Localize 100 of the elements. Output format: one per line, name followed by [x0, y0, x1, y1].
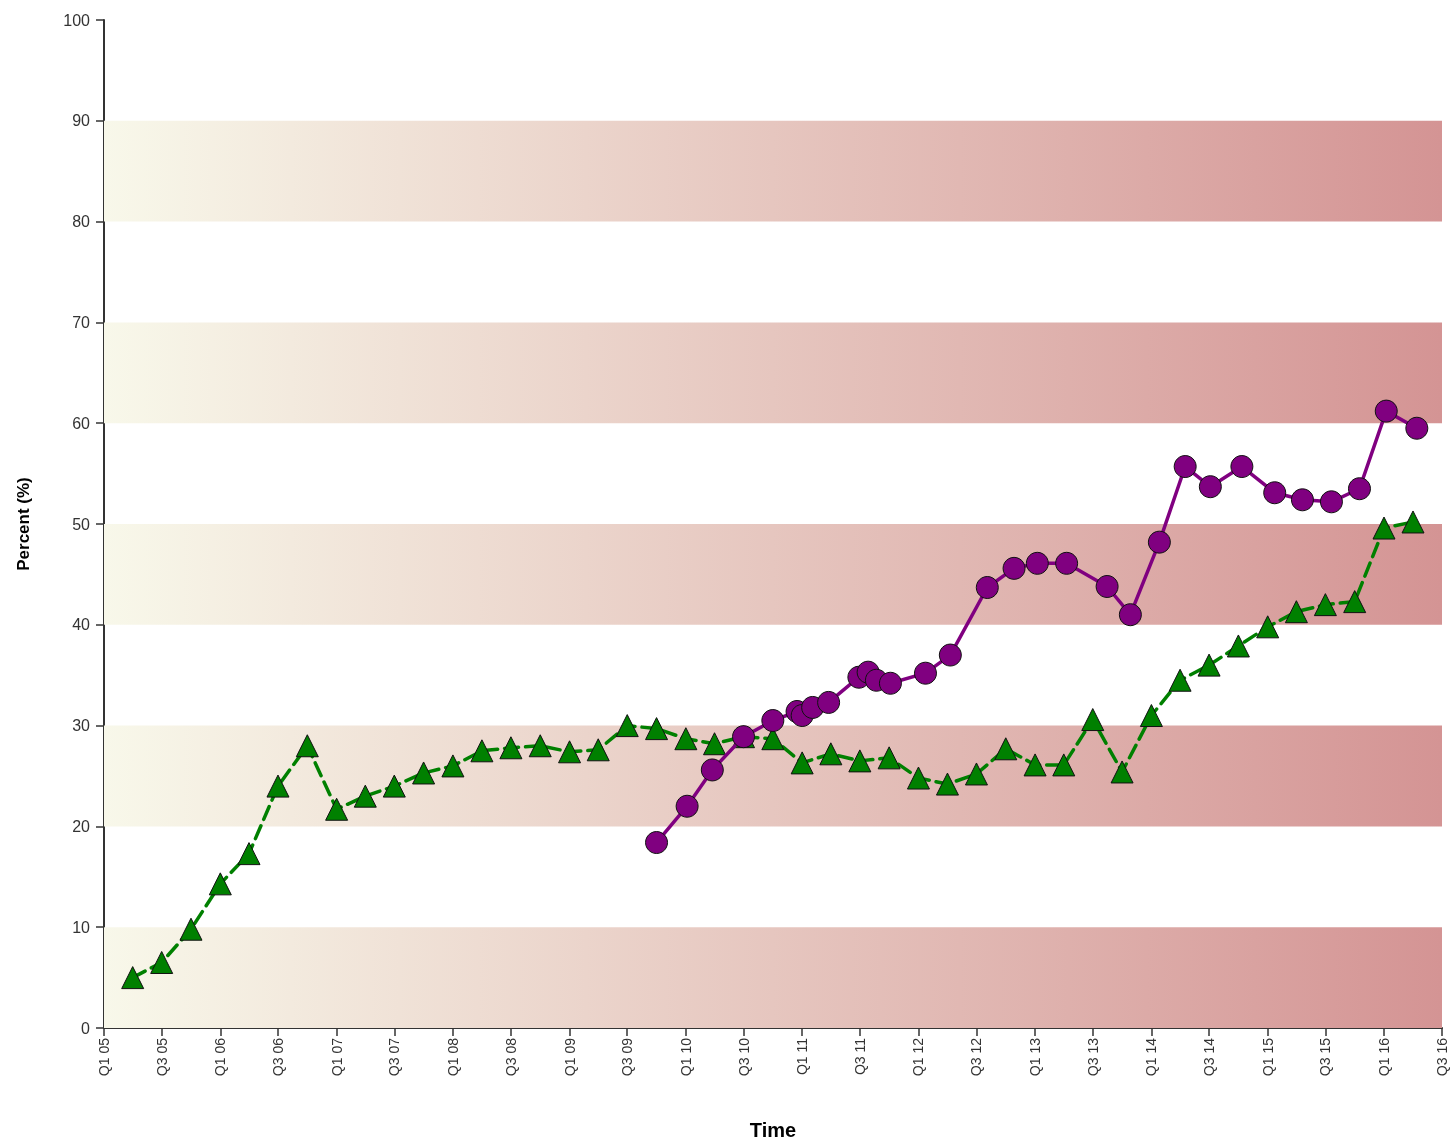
x-tick-label: Q3 06 [269, 1037, 286, 1077]
point [412, 761, 436, 785]
point [994, 737, 1018, 761]
x-tick-label: Q1 15 [1259, 1037, 1276, 1077]
point [1226, 634, 1250, 658]
point [790, 751, 814, 775]
point [208, 872, 232, 896]
point [848, 749, 872, 773]
point [645, 717, 669, 741]
point [878, 671, 902, 695]
point [877, 746, 901, 770]
point [1319, 490, 1343, 514]
x-tick-label: Q3 07 [386, 1037, 403, 1077]
y-tick-label: 80 [72, 213, 91, 231]
x-axis-title: Time [749, 1119, 797, 1141]
point [761, 709, 785, 733]
x-tick-label: Q1 08 [444, 1037, 461, 1077]
point [819, 742, 843, 766]
point [121, 966, 145, 990]
point [1372, 516, 1396, 540]
point [266, 774, 290, 798]
point [1139, 704, 1163, 728]
y-tick-label: 90 [72, 112, 91, 130]
point [1256, 615, 1280, 639]
point [1263, 481, 1287, 505]
y-tick-label: 10 [72, 918, 91, 936]
y-tick-label: 30 [72, 717, 91, 735]
point [817, 690, 841, 714]
x-tick-label: Q3 16 [1434, 1037, 1450, 1077]
point [1025, 551, 1049, 575]
point [325, 797, 349, 821]
x-tick-label: Q1 12 [910, 1037, 927, 1077]
x-tick-label: Q3 11 [851, 1037, 868, 1076]
x-tick-label: Q3 09 [619, 1037, 636, 1077]
point [700, 758, 724, 782]
point [1405, 416, 1429, 440]
point [237, 842, 261, 866]
point [1110, 760, 1134, 784]
x-tick-label: Q1 10 [677, 1037, 694, 1077]
point [1198, 475, 1222, 499]
y-tick-label: 40 [72, 616, 91, 634]
y-axis-title: Percent (%) [14, 477, 33, 571]
x-tick-label: Q3 12 [968, 1037, 985, 1077]
point [935, 772, 959, 796]
point [938, 643, 962, 667]
point [906, 766, 930, 790]
point [1173, 455, 1197, 479]
point [1023, 753, 1047, 777]
point [1055, 551, 1079, 575]
point [179, 917, 203, 941]
point [1230, 455, 1254, 479]
x-tick-label: Q3 14 [1201, 1037, 1218, 1077]
x-tick-label: Q3 10 [735, 1037, 752, 1077]
point [1052, 753, 1076, 777]
point [615, 714, 639, 738]
point [1147, 530, 1171, 554]
x-tick-label: Q1 06 [212, 1037, 229, 1077]
x-tick-label: Q1 11 [794, 1037, 811, 1076]
point [353, 784, 377, 808]
y-tick-label: 50 [72, 515, 91, 533]
point [470, 739, 494, 763]
point [295, 734, 319, 758]
point [528, 734, 552, 758]
point [1401, 510, 1425, 534]
point [558, 740, 582, 764]
point [1095, 575, 1119, 598]
x-tick-label: Q1 13 [1027, 1037, 1044, 1077]
point [975, 576, 999, 599]
point [382, 774, 406, 798]
x-tick-label: Q3 15 [1317, 1037, 1334, 1077]
point [1081, 708, 1105, 732]
point [703, 732, 727, 756]
point [150, 950, 174, 974]
point [1168, 668, 1192, 692]
y-tick-label: 20 [72, 817, 91, 835]
y-tick-label: 100 [63, 11, 91, 29]
y-tick-label: 0 [81, 1019, 91, 1037]
point [1290, 488, 1314, 512]
point [1313, 593, 1337, 617]
point [675, 794, 699, 818]
point [586, 738, 610, 762]
point [1197, 653, 1221, 677]
point [1284, 600, 1308, 624]
point [441, 754, 465, 778]
x-tick-label: Q1 09 [561, 1037, 578, 1077]
x-tick-label: Q3 08 [502, 1037, 519, 1077]
point [964, 762, 988, 786]
x-tick-label: Q1 07 [328, 1037, 345, 1077]
point [1374, 399, 1398, 423]
x-tick-label: Q3 13 [1084, 1037, 1101, 1077]
point [1347, 477, 1371, 501]
point [1343, 590, 1367, 614]
point [1002, 556, 1026, 580]
y-tick-label: 60 [72, 414, 91, 432]
point [914, 661, 937, 685]
point [1118, 603, 1142, 627]
x-tick-label: Q1 05 [96, 1037, 112, 1077]
x-tick-label: Q1 16 [1376, 1037, 1393, 1077]
y-tick-label: 70 [72, 313, 91, 331]
point [645, 831, 669, 855]
